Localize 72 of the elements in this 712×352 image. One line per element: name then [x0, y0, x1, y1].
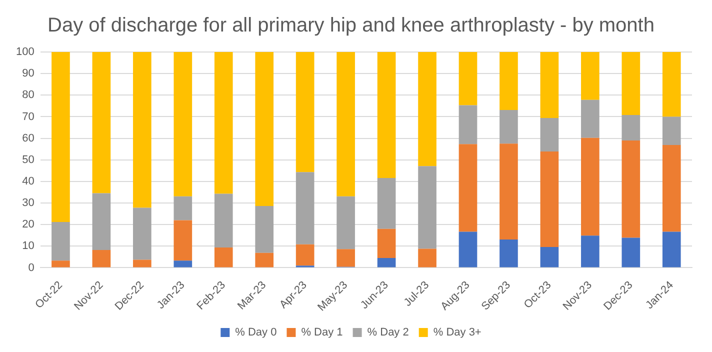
bar	[581, 138, 600, 236]
legend-label: % Day 1	[301, 326, 343, 339]
bar	[418, 166, 436, 249]
bar	[662, 52, 681, 117]
bar	[336, 196, 355, 250]
y-tick-label: 80	[22, 89, 34, 102]
bar	[540, 247, 559, 268]
bar	[174, 220, 192, 261]
bar	[662, 116, 681, 145]
bar	[214, 247, 233, 268]
bar	[377, 52, 396, 178]
bar	[255, 206, 274, 253]
bar	[581, 52, 600, 100]
bar	[418, 52, 436, 166]
bar	[622, 140, 640, 238]
bar	[52, 260, 70, 268]
bar	[662, 144, 681, 232]
bar	[418, 248, 436, 268]
bar	[214, 52, 233, 194]
y-tick-label: 20	[22, 218, 34, 231]
bar	[458, 52, 478, 106]
bar	[377, 228, 396, 258]
legend-label: % Day 2	[367, 326, 409, 339]
bar	[133, 208, 152, 260]
legend-label: % Day 3+	[433, 326, 482, 339]
bar	[540, 52, 559, 118]
y-tick-label: 60	[22, 132, 34, 144]
bar	[540, 151, 559, 248]
bar	[92, 250, 111, 268]
bar	[540, 118, 559, 152]
bar	[581, 236, 600, 268]
legend-label: % Day 0	[235, 326, 277, 339]
y-tick-label: 70	[22, 110, 34, 123]
bar	[296, 52, 314, 172]
bar	[174, 52, 192, 196]
bar	[296, 172, 314, 244]
bar	[296, 244, 314, 266]
bar	[458, 232, 478, 268]
bar	[458, 105, 478, 144]
bar	[133, 260, 152, 268]
bar	[52, 222, 70, 261]
bar	[133, 52, 152, 208]
bar	[662, 232, 681, 268]
bar	[500, 239, 518, 268]
bar	[255, 52, 274, 206]
bar	[92, 193, 111, 250]
y-tick-label: 50	[22, 154, 34, 166]
bar	[622, 114, 640, 140]
bar	[622, 238, 640, 268]
bar	[581, 100, 600, 138]
bar	[377, 178, 396, 229]
bar	[500, 110, 518, 144]
bar	[174, 260, 192, 268]
y-tick-label: 100	[16, 46, 34, 58]
y-tick-label: 10	[22, 240, 34, 252]
bar	[92, 52, 111, 194]
bar	[52, 52, 70, 222]
bar	[458, 144, 478, 232]
bar	[622, 52, 640, 115]
chart-title: Day of discharge for all primary hip and knee arthroplasty - by month	[48, 14, 654, 37]
bar	[214, 194, 233, 248]
bar	[500, 52, 518, 110]
bar	[377, 258, 396, 268]
bar	[336, 52, 355, 196]
bar	[336, 249, 355, 267]
bar	[174, 196, 192, 220]
y-tick-label: 30	[22, 197, 34, 210]
y-tick-label: 40	[22, 175, 34, 188]
y-tick-label: 0	[28, 262, 34, 274]
bar	[255, 252, 274, 268]
y-tick-label: 90	[22, 68, 34, 80]
bar	[500, 144, 518, 240]
